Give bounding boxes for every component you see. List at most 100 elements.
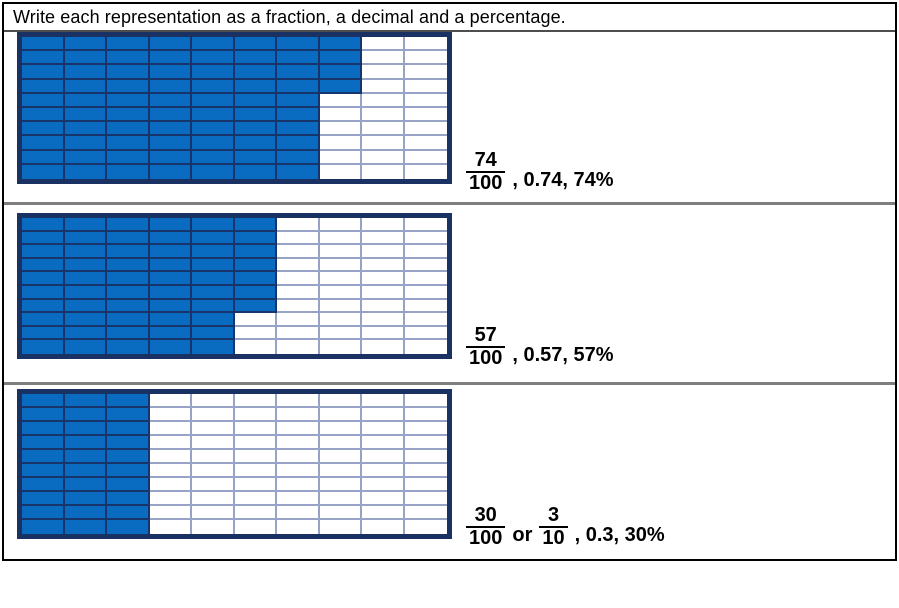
grid-cell-unshaded bbox=[362, 450, 405, 464]
grid-cell-shaded bbox=[192, 258, 235, 273]
grid-cell-unshaded bbox=[362, 258, 405, 273]
grid-cell-shaded bbox=[149, 299, 192, 314]
grid-cell-unshaded bbox=[404, 107, 447, 123]
grid-cell-unshaded bbox=[234, 422, 277, 436]
grid-cell-unshaded bbox=[362, 65, 405, 80]
grid-cell-shaded bbox=[22, 136, 65, 151]
grid-cell-unshaded bbox=[319, 506, 362, 520]
grid-cell-unshaded bbox=[277, 478, 320, 492]
grid-cell-shaded bbox=[107, 520, 150, 534]
fraction-57-100: 57 100 bbox=[466, 325, 506, 369]
grid-cell-shaded bbox=[234, 245, 277, 259]
grid-cell-shaded bbox=[64, 37, 107, 52]
grid-cell-shaded bbox=[277, 65, 320, 80]
fraction-74-100: 74 100 bbox=[466, 149, 506, 194]
grid-cell-shaded bbox=[234, 51, 277, 66]
grid-cell-unshaded bbox=[362, 231, 405, 246]
grid-cell-shaded bbox=[64, 340, 107, 354]
grid-cell-shaded bbox=[234, 286, 277, 300]
grid-cell-shaded bbox=[234, 258, 277, 273]
grid-cell-unshaded bbox=[319, 436, 362, 450]
grid-cell-unshaded bbox=[277, 299, 320, 314]
grid-cell-shaded bbox=[319, 79, 362, 94]
grid-cell-shaded bbox=[64, 313, 107, 327]
grid-cell-unshaded bbox=[362, 218, 405, 232]
grid-cell-unshaded bbox=[234, 492, 277, 506]
grid-cell-unshaded bbox=[319, 422, 362, 436]
grid-cell-shaded bbox=[64, 408, 107, 422]
grid-cell-unshaded bbox=[362, 245, 405, 259]
title-bar: Write each representation as a fraction,… bbox=[4, 4, 895, 32]
grid-cell-unshaded bbox=[362, 51, 405, 66]
grid-cell-unshaded bbox=[319, 520, 362, 534]
grid-cell-unshaded bbox=[362, 326, 405, 341]
grid-cell-shaded bbox=[277, 93, 320, 108]
grid-cell-shaded bbox=[192, 299, 235, 314]
grid-cell-shaded bbox=[192, 245, 235, 259]
grid-cell-unshaded bbox=[362, 394, 405, 408]
grid-cell-shaded bbox=[107, 136, 150, 151]
grid-cell-unshaded bbox=[362, 408, 405, 422]
grid-cell-shaded bbox=[107, 93, 150, 108]
grid-cell-shaded bbox=[192, 272, 235, 286]
grid-cell-shaded bbox=[64, 258, 107, 273]
grid-cell-shaded bbox=[319, 65, 362, 80]
grid-cell-unshaded bbox=[319, 394, 362, 408]
grid-cell-shaded bbox=[107, 299, 150, 314]
grid-cell-shaded bbox=[107, 506, 150, 520]
grid-cell-shaded bbox=[107, 394, 150, 408]
grid-cell-shaded bbox=[107, 79, 150, 94]
grid-cell-unshaded bbox=[234, 394, 277, 408]
grid-cell-shaded bbox=[192, 231, 235, 246]
problem-row-1: 74 100 , 0.74, 74% bbox=[4, 32, 895, 205]
grid-cell-unshaded bbox=[362, 136, 405, 151]
grid-cell-unshaded bbox=[404, 520, 447, 534]
grid-cell-shaded bbox=[149, 231, 192, 246]
grid-cell-shaded bbox=[234, 231, 277, 246]
grid-cell-shaded bbox=[234, 93, 277, 108]
grid-cell-shaded bbox=[107, 150, 150, 165]
grid-cell-shaded bbox=[234, 136, 277, 151]
grid-cell-unshaded bbox=[192, 478, 235, 492]
grid-cell-unshaded bbox=[362, 436, 405, 450]
hundred-grid-30 bbox=[17, 389, 452, 539]
grid-cell-unshaded bbox=[234, 506, 277, 520]
grid-cell-shaded bbox=[64, 93, 107, 108]
grid-cell-shaded bbox=[149, 150, 192, 165]
grid-cell-unshaded bbox=[277, 286, 320, 300]
grid-cell-unshaded bbox=[149, 450, 192, 464]
grid-cell-unshaded bbox=[277, 231, 320, 246]
grid-cell-shaded bbox=[192, 164, 235, 179]
grid-cell-unshaded bbox=[319, 245, 362, 259]
grid-cell-shaded bbox=[107, 37, 150, 52]
fraction-numerator: 74 bbox=[474, 149, 497, 171]
grid-cell-unshaded bbox=[404, 326, 447, 341]
grid-cell-shaded bbox=[22, 326, 65, 341]
grid-cell-unshaded bbox=[404, 436, 447, 450]
grid-cell-shaded bbox=[234, 65, 277, 80]
grid-cell-shaded bbox=[22, 506, 65, 520]
grid-cell-unshaded bbox=[362, 478, 405, 492]
grid-cell-unshaded bbox=[362, 272, 405, 286]
grid-cell-unshaded bbox=[319, 326, 362, 341]
grid-cell-shaded bbox=[22, 340, 65, 354]
grid-cell-unshaded bbox=[404, 299, 447, 314]
grid-cell-unshaded bbox=[362, 340, 405, 354]
grid-cell-shaded bbox=[149, 136, 192, 151]
grid-cell-unshaded bbox=[404, 136, 447, 151]
grid-cell-shaded bbox=[192, 79, 235, 94]
grid-cell-shaded bbox=[107, 326, 150, 341]
grid-cell-unshaded bbox=[319, 492, 362, 506]
grid-cell-unshaded bbox=[234, 313, 277, 327]
grid-cell-shaded bbox=[22, 408, 65, 422]
grid-cell-unshaded bbox=[404, 272, 447, 286]
grid-cell-unshaded bbox=[362, 464, 405, 478]
grid-cell-shaded bbox=[149, 164, 192, 179]
grid-cell-unshaded bbox=[277, 492, 320, 506]
fraction-30-100: 30 100 bbox=[466, 505, 506, 549]
fraction-3-10: 3 10 bbox=[539, 505, 568, 549]
answer-label-74: 74 100 , 0.74, 74% bbox=[466, 150, 614, 194]
grid-cell-unshaded bbox=[277, 506, 320, 520]
grid-cell-shaded bbox=[64, 492, 107, 506]
grid-cell-unshaded bbox=[362, 150, 405, 165]
